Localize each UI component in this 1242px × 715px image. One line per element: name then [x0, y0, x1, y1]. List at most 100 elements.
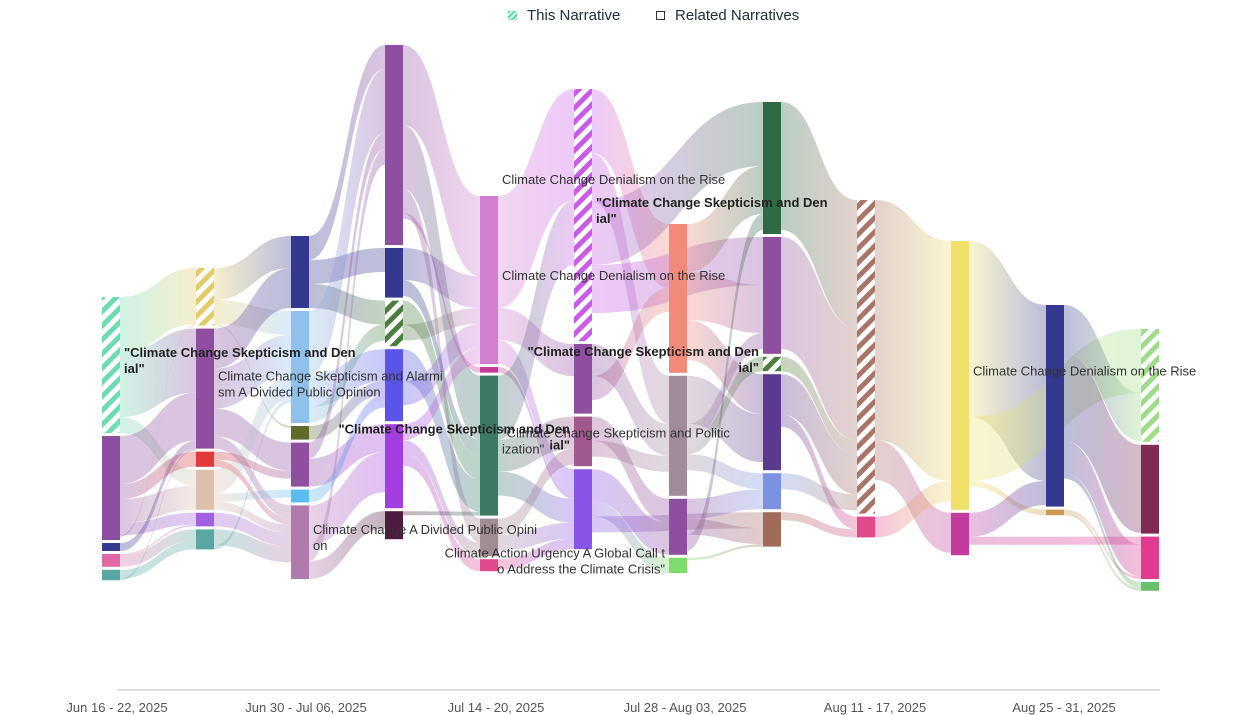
link-c2n5-c3n4[interactable]: [309, 452, 385, 546]
node-c2n5[interactable]: [291, 505, 309, 579]
node-c0n2[interactable]: [102, 543, 120, 551]
node-c11n2[interactable]: [1141, 536, 1159, 579]
link-c1n4-c2n5[interactable]: [214, 512, 291, 547]
node-c7n4[interactable]: [763, 473, 781, 510]
link-c7n3-c8n0[interactable]: [781, 374, 857, 495]
link-c1n3-c2n1[interactable]: [214, 375, 291, 494]
node-c3n3[interactable]: [385, 349, 403, 422]
node-c3n4[interactable]: [385, 424, 403, 509]
link-c6n0-c7n0[interactable]: [687, 166, 763, 272]
link-c3n5-c4n2[interactable]: [403, 511, 480, 516]
link-c4n3-c5n2[interactable]: [498, 448, 574, 535]
node-c7n3[interactable]: [763, 374, 781, 471]
link-c2n0-c3n0[interactable]: [309, 45, 385, 260]
link-c2n3-c3n4[interactable]: [309, 424, 385, 487]
link-c7n5-c8n1[interactable]: [781, 512, 857, 538]
node-c1n2[interactable]: [196, 451, 214, 467]
node-c2n3[interactable]: [291, 442, 309, 487]
link-c1n1-c2n5[interactable]: [214, 436, 291, 518]
node-c1n1[interactable]: [196, 328, 214, 449]
link-c1n3-c2n5[interactable]: [214, 501, 291, 533]
link-c1n0-c2n0[interactable]: [214, 236, 291, 300]
link-c3n0-c4n0[interactable]: [403, 45, 480, 276]
link-c10n0-c11n0[interactable]: [1064, 305, 1141, 441]
link-c9n1-c10n0[interactable]: [969, 481, 1046, 537]
node-c5n0-this-narrative[interactable]: [574, 89, 592, 341]
link-c0n0-c1n0[interactable]: [120, 268, 196, 353]
node-c9n1[interactable]: [951, 512, 969, 556]
node-c7n2-this-narrative[interactable]: [763, 356, 781, 372]
node-c5n1[interactable]: [574, 344, 592, 414]
link-c2n1-c3n2[interactable]: [309, 324, 385, 423]
node-c4n4[interactable]: [480, 559, 498, 572]
link-c0n0-c1n1[interactable]: [120, 328, 196, 417]
link-c10n1-c11n3[interactable]: [1064, 512, 1141, 591]
node-c7n5[interactable]: [763, 512, 781, 547]
node-c7n0[interactable]: [763, 102, 781, 234]
link-c0n4-c1n1[interactable]: [120, 448, 196, 581]
link-c2n5-c3n0[interactable]: [309, 149, 385, 562]
node-c7n1[interactable]: [763, 237, 781, 354]
link-c4n4-c5n3[interactable]: [498, 538, 574, 570]
link-c4n3-c5n3[interactable]: [498, 522, 574, 551]
link-c2n3-c3n0[interactable]: [309, 133, 385, 459]
link-c10n0-c11n3[interactable]: [1064, 473, 1141, 588]
link-c6n1-c7n2[interactable]: [687, 356, 763, 455]
link-c1n5-c2n1[interactable]: [214, 399, 291, 550]
node-c10n0[interactable]: [1046, 305, 1064, 507]
node-c5n2[interactable]: [574, 416, 592, 467]
link-c7n2-c8n0[interactable]: [781, 356, 857, 455]
link-c2n5-c3n5[interactable]: [309, 511, 385, 579]
node-c4n3[interactable]: [480, 518, 498, 557]
link-c5n1-c6n0[interactable]: [592, 288, 669, 400]
link-c10n1-c11n2[interactable]: [1064, 509, 1141, 579]
node-c0n4[interactable]: [102, 569, 120, 581]
link-c4n0-c5n0[interactable]: [498, 89, 574, 308]
link-c6n0-c7n3[interactable]: [687, 320, 763, 415]
link-c8n0-c9n0[interactable]: [875, 200, 951, 481]
link-c6n0-c7n1[interactable]: [687, 272, 763, 333]
link-c2n4-c3n3[interactable]: [309, 394, 385, 503]
link-c7n4-c8n0[interactable]: [781, 473, 857, 511]
link-c10n0-c11n1[interactable]: [1064, 353, 1141, 533]
link-c5n0-c7n0[interactable]: [592, 102, 763, 265]
link-c8n1-c9n0[interactable]: [875, 481, 951, 538]
node-c0n0-this-narrative[interactable]: [102, 297, 120, 433]
link-c2n1-c3n0[interactable]: [309, 69, 385, 375]
node-c6n2[interactable]: [669, 498, 687, 555]
link-c0n1-c1n1[interactable]: [120, 392, 196, 484]
link-c4n0-c5n3[interactable]: [498, 340, 574, 494]
node-c3n1[interactable]: [385, 248, 403, 298]
node-c8n1[interactable]: [857, 516, 875, 538]
node-c10n1[interactable]: [1046, 509, 1064, 516]
link-c1n1-c2n0[interactable]: [214, 268, 291, 369]
link-c6n2-c7n5[interactable]: [687, 518, 763, 545]
node-c2n0[interactable]: [291, 236, 309, 308]
node-c1n5[interactable]: [196, 529, 214, 550]
node-c0n3[interactable]: [102, 554, 120, 567]
node-c11n0-this-narrative[interactable]: [1141, 329, 1159, 442]
link-c4n2-c5n2[interactable]: [498, 416, 574, 472]
link-c6n1-c7n3[interactable]: [687, 375, 763, 463]
link-c1n5-c2n5[interactable]: [214, 529, 291, 563]
node-c11n1[interactable]: [1141, 444, 1159, 534]
link-c0n3-c1n4[interactable]: [120, 524, 196, 556]
link-c7n3-c8n1[interactable]: [781, 414, 857, 530]
node-c9n0[interactable]: [951, 241, 969, 510]
node-c4n2[interactable]: [480, 375, 498, 516]
node-c3n2-this-narrative[interactable]: [385, 300, 403, 347]
link-c3n3-c4n0[interactable]: [403, 324, 480, 406]
link-c3n1-c4n0[interactable]: [403, 248, 480, 308]
link-c3n2-c4n0[interactable]: [403, 308, 480, 341]
link-c0n3-c1n5[interactable]: [120, 529, 196, 567]
link-c1n1-c2n1[interactable]: [214, 335, 291, 409]
link-c7n1-c8n0[interactable]: [781, 237, 857, 440]
legend-item-related[interactable]: Related Narratives: [656, 5, 799, 25]
link-c4n2-c5n0[interactable]: [498, 201, 574, 440]
node-c11n3[interactable]: [1141, 582, 1159, 591]
node-c6n0[interactable]: [669, 224, 687, 373]
node-c1n4[interactable]: [196, 512, 214, 527]
link-c5n3-c6n2[interactable]: [592, 469, 669, 555]
node-c6n3[interactable]: [669, 557, 687, 573]
node-c2n1[interactable]: [291, 311, 309, 423]
